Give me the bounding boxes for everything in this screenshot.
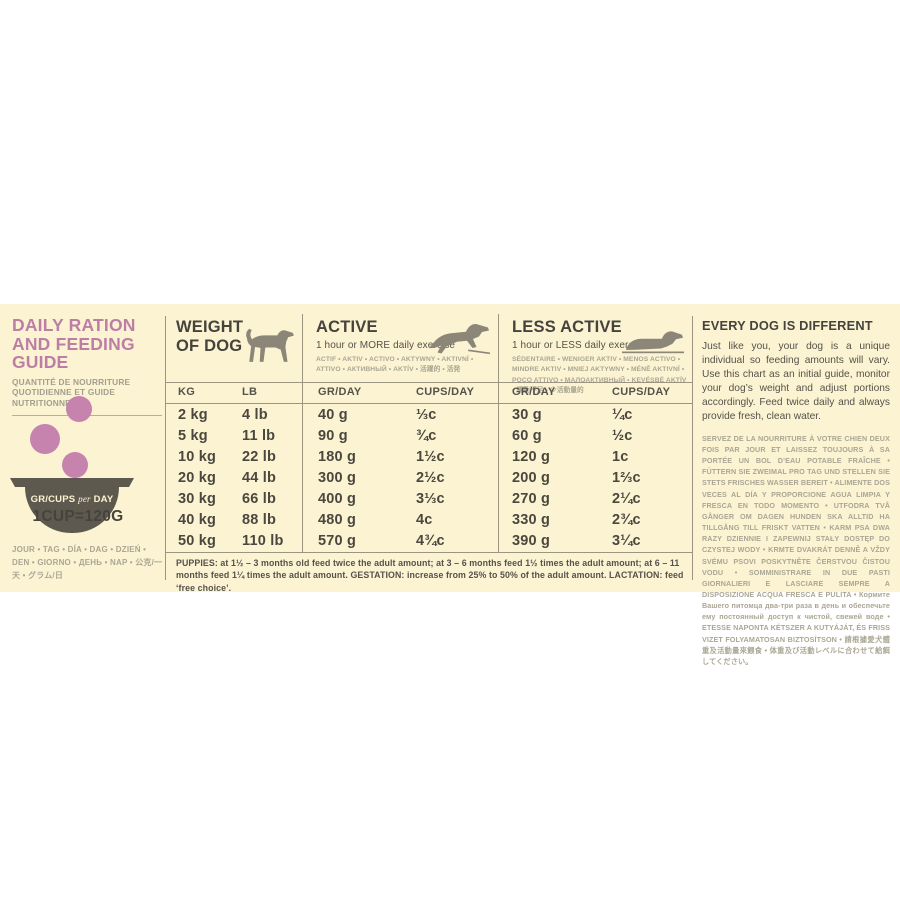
col-header-active-cups: CUPS/DAY	[416, 386, 475, 398]
active-gr-value: 90 g	[318, 427, 348, 444]
cup-equivalence: 1CUP=120G	[32, 508, 124, 525]
every-dog-body: Just like you, your dog is a unique indi…	[702, 341, 890, 422]
lb-value: 44 lb	[242, 469, 277, 486]
lb-value: 11 lb	[242, 427, 276, 444]
puppies-gestation-note: PUPPIES: at 1½ – 3 months old feed twice…	[176, 558, 684, 593]
standing-dog-icon	[246, 328, 294, 362]
lb-value: 22 lb	[242, 448, 277, 465]
active-cups-value: ⅓c	[416, 406, 437, 423]
col-header-kg: KG	[178, 386, 196, 398]
bowl-label: GR/CUPS per DAY	[30, 494, 114, 505]
kibble-icon	[62, 452, 88, 478]
kg-value: 2 kg	[178, 406, 208, 423]
less-gr-value: 30 g	[512, 406, 542, 423]
active-gr-value: 570 g	[318, 532, 357, 549]
left-panel: DAILY RATION AND FEEDING GUIDE QUANTITÉ …	[12, 316, 162, 416]
active-gr-value: 400 g	[318, 490, 357, 507]
active-title: ACTIVE	[316, 318, 378, 336]
divider-left	[165, 316, 166, 580]
active-cups-value: ¾c	[416, 427, 437, 444]
running-dog-icon	[429, 324, 491, 355]
less-gr-value: 270 g	[512, 490, 551, 507]
table-rule-header	[166, 403, 692, 404]
less-active-title: LESS ACTIVE	[512, 318, 622, 336]
less-active-section-header: LESS ACTIVE 1 hour or LESS daily exercis…	[512, 318, 690, 396]
less-cups-value: 1⅔c	[612, 469, 641, 486]
table-row: 50 kg 110 lb 570 g 4¾c 390 g 3¼c	[166, 530, 692, 551]
kibble-icon	[30, 424, 60, 454]
day-translations: JOUR • TAG • DÍA • DAG • DZIEŃ • DEN • G…	[12, 545, 163, 580]
active-cups-value: 4¾c	[416, 532, 445, 549]
active-gr-value: 40 g	[318, 406, 348, 423]
lb-value: 66 lb	[242, 490, 277, 507]
table-row: 30 kg 66 lb 400 g 3⅓c 270 g 2¼c	[166, 488, 692, 509]
lb-value: 4 lb	[242, 406, 268, 423]
table-rule-top	[166, 382, 692, 383]
weight-title-line1: WEIGHT	[176, 318, 244, 336]
less-gr-value: 390 g	[512, 532, 551, 549]
active-translations: ACTIF • AKTIV • ACTIVO • AKTYWNY • AKTIV…	[316, 355, 474, 374]
col-header-active-gr: GR/DAY	[318, 386, 362, 398]
table-rule-bottom	[166, 552, 692, 553]
kg-value: 10 kg	[178, 448, 217, 465]
feeding-table: 2 kg 4 lb 40 g ⅓c 30 g ¼c 5 kg 11 lb 90 …	[0, 404, 900, 551]
active-gr-value: 300 g	[318, 469, 357, 486]
table-row: 2 kg 4 lb 40 g ⅓c 30 g ¼c	[166, 404, 692, 425]
ration-bowl-graphic: GR/CUPS per DAY	[8, 396, 148, 542]
active-subtitle: 1 hour or MORE daily exercise	[316, 339, 456, 351]
active-section-header: ACTIVE 1 hour or MORE daily exercise ACT…	[316, 318, 494, 376]
every-dog-title: EVERY DOG IS DIFFERENT	[702, 318, 873, 333]
kg-value: 5 kg	[178, 427, 208, 444]
active-cups-value: 3⅓c	[416, 490, 445, 507]
weight-title-line2: OF DOG	[176, 336, 243, 355]
less-cups-value: ½c	[612, 427, 633, 444]
table-header-row: KG LB GR/DAY CUPS/DAY GR/DAY CUPS/DAY	[166, 386, 692, 403]
less-gr-value: 60 g	[512, 427, 542, 444]
col-header-less-gr: GR/DAY	[512, 386, 556, 398]
col-header-lb: LB	[242, 386, 258, 398]
less-cups-value: 1c	[612, 448, 629, 465]
bowl-icon	[10, 478, 134, 487]
lb-value: 88 lb	[242, 511, 277, 528]
feeding-guide-panel: DAILY RATION AND FEEDING GUIDE QUANTITÉ …	[0, 304, 900, 666]
kg-value: 30 kg	[178, 490, 217, 507]
table-row: 20 kg 44 lb 300 g 2½c 200 g 1⅔c	[166, 467, 692, 488]
kg-value: 20 kg	[178, 469, 217, 486]
weight-of-dog-header: WEIGHT OF DOG	[176, 318, 300, 356]
less-cups-value: 2¾c	[612, 511, 641, 528]
kg-value: 40 kg	[178, 511, 217, 528]
divider-active-less	[498, 314, 499, 552]
right-panel: EVERY DOG IS DIFFERENT Just like you, yo…	[702, 318, 890, 667]
less-gr-value: 330 g	[512, 511, 551, 528]
less-gr-value: 120 g	[512, 448, 551, 465]
less-active-translations: SÉDENTAIRE • WENIGER AKTIV • MENOS ACTIV…	[512, 355, 687, 395]
resting-dog-icon	[622, 331, 684, 354]
lb-value: 110 lb	[242, 532, 284, 549]
divider-right	[692, 316, 693, 580]
active-gr-value: 180 g	[318, 448, 357, 465]
col-header-less-cups: CUPS/DAY	[612, 386, 671, 398]
less-cups-value: ¼c	[612, 406, 633, 423]
feeding-advice-translations: SERVEZ DE LA NOURRITURE À VOTRE CHIEN DE…	[702, 433, 890, 666]
table-row: 40 kg 88 lb 480 g 4c 330 g 2¾c	[166, 509, 692, 530]
active-gr-value: 480 g	[318, 511, 357, 528]
kibble-icon	[66, 396, 92, 422]
less-gr-value: 200 g	[512, 469, 551, 486]
table-row: 5 kg 11 lb 90 g ¾c 60 g ½c	[166, 425, 692, 446]
table-row: 10 kg 22 lb 180 g 1½c 120 g 1c	[166, 446, 692, 467]
less-cups-value: 2¼c	[612, 490, 641, 507]
kg-value: 50 kg	[178, 532, 217, 549]
active-cups-value: 4c	[416, 511, 433, 528]
guide-title: DAILY RATION AND FEEDING GUIDE	[12, 315, 136, 373]
less-active-subtitle: 1 hour or LESS daily exercise	[512, 339, 647, 351]
active-cups-value: 1½c	[416, 448, 445, 465]
less-cups-value: 3¼c	[612, 532, 641, 549]
divider-weight-active	[302, 314, 303, 552]
active-cups-value: 2½c	[416, 469, 445, 486]
